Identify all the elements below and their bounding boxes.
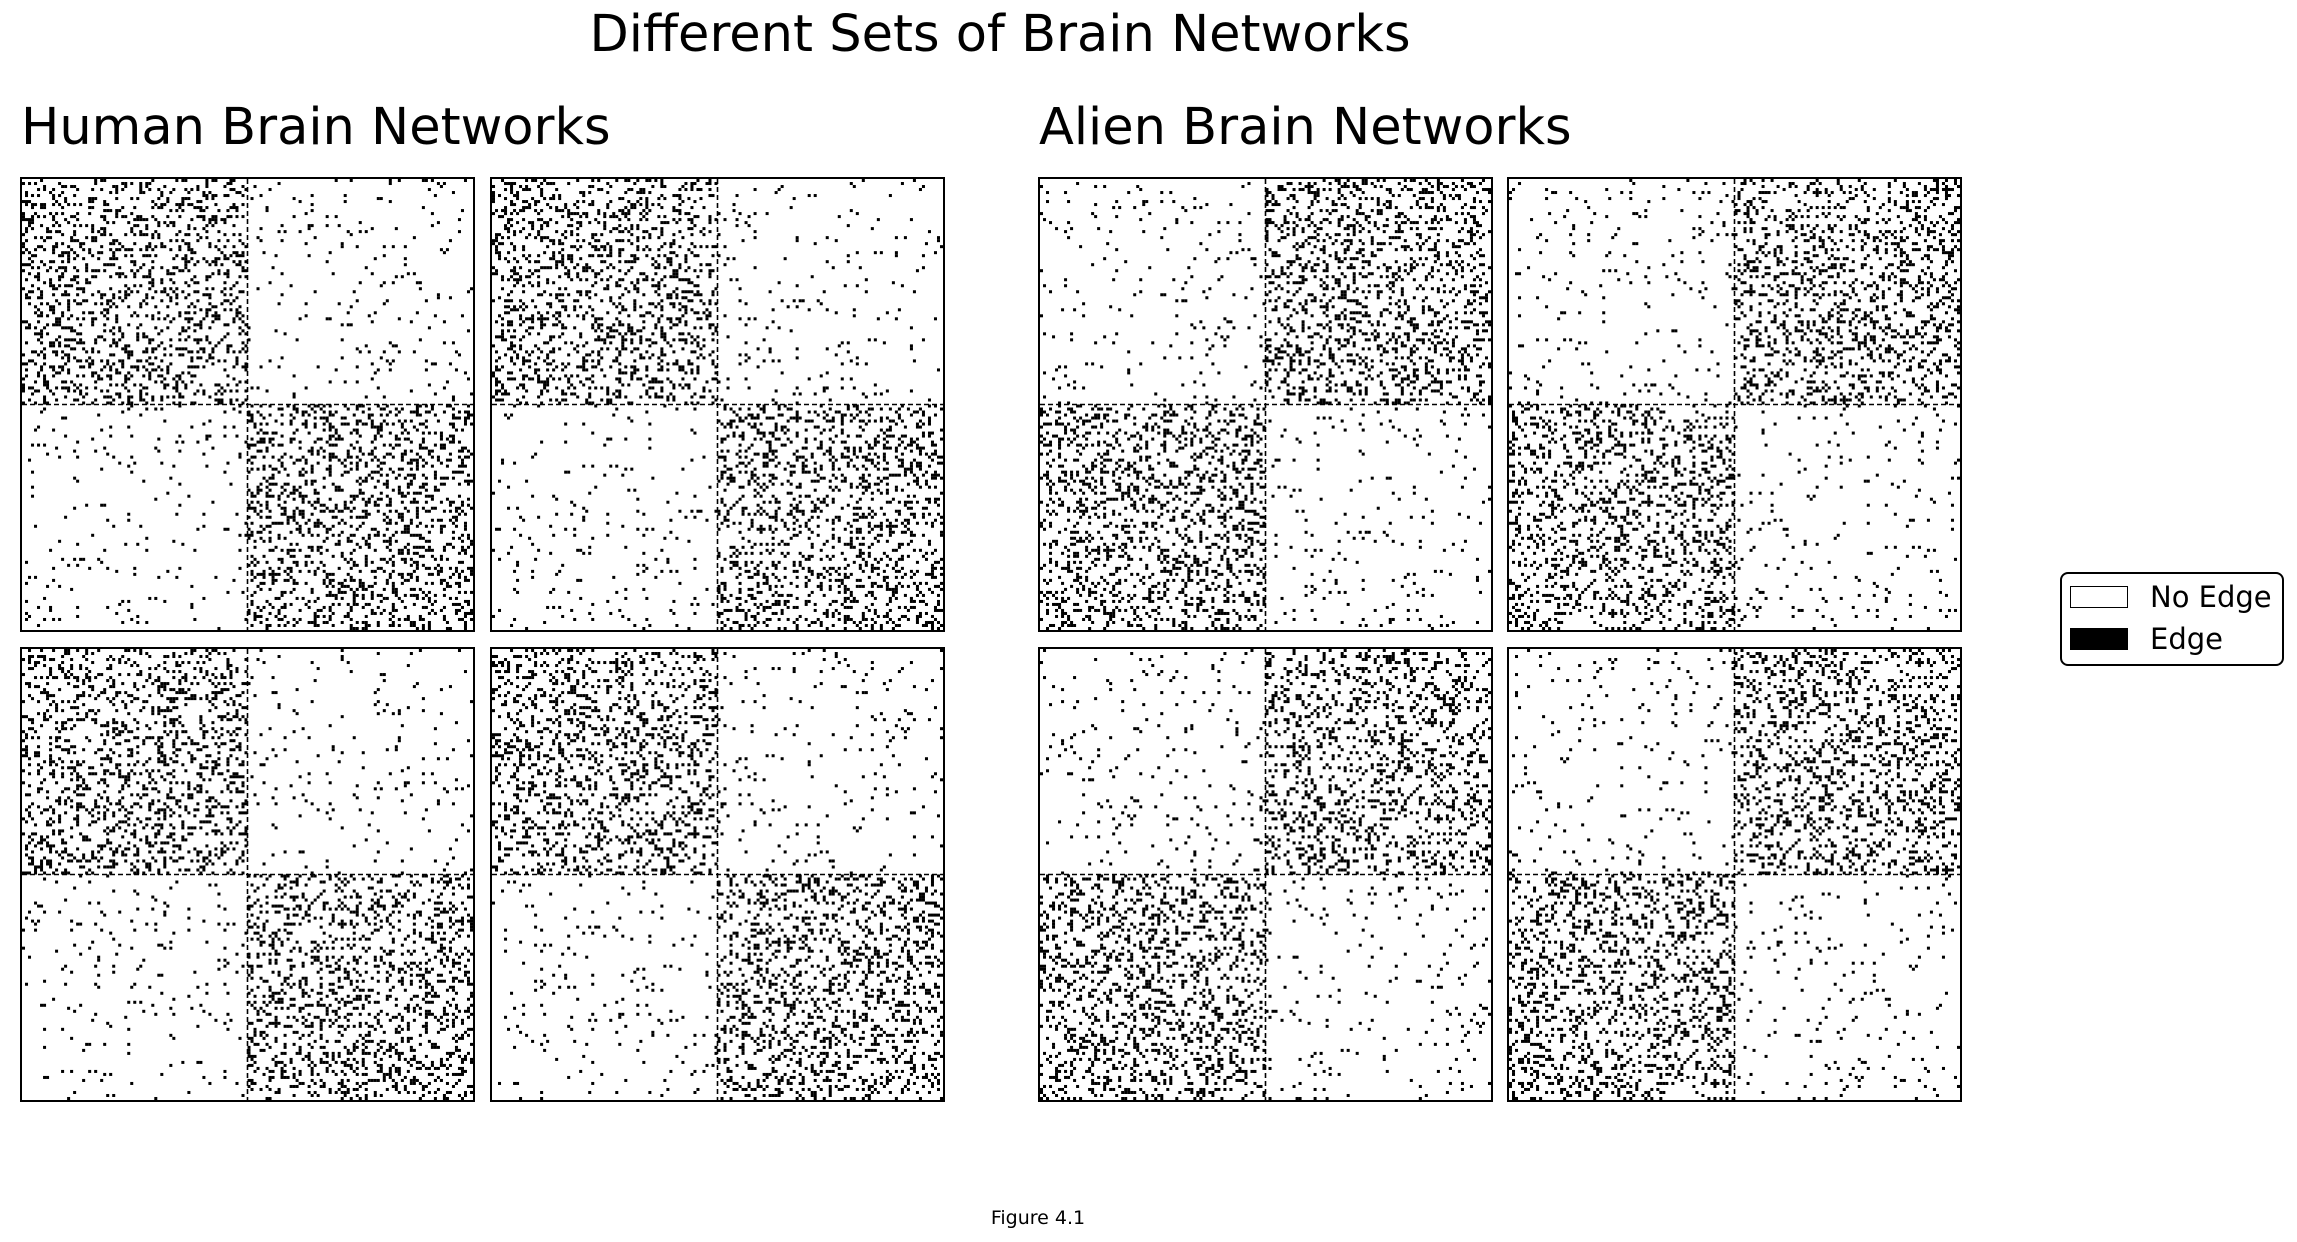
edge-cells	[1509, 649, 1960, 1100]
legend: No Edge Edge	[2060, 572, 2284, 666]
human-network-3-heatmap	[20, 647, 475, 1102]
figure-title: Different Sets of Brain Networks	[0, 4, 2000, 66]
alien-group-title: Alien Brain Networks	[1039, 97, 1572, 159]
edge-cells	[1040, 649, 1491, 1100]
legend-label: Edge	[2150, 622, 2223, 656]
edge-cells	[492, 649, 943, 1100]
human-group-title: Human Brain Networks	[21, 97, 611, 159]
edge-swatch	[2070, 628, 2128, 650]
edge-cells	[22, 179, 473, 630]
alien-network-1-heatmap	[1038, 177, 1493, 632]
legend-label: No Edge	[2150, 580, 2272, 614]
alien-network-2-heatmap	[1507, 177, 1962, 632]
no-edge-swatch	[2070, 586, 2128, 608]
legend-item-no-edge: No Edge	[2070, 580, 2272, 614]
edge-cells	[1509, 179, 1960, 630]
human-network-1-heatmap	[20, 177, 475, 632]
edge-cells	[22, 649, 473, 1100]
alien-network-4-heatmap	[1507, 647, 1962, 1102]
human-network-4-heatmap	[490, 647, 945, 1102]
alien-network-3-heatmap	[1038, 647, 1493, 1102]
edge-cells	[492, 179, 943, 630]
human-network-2-heatmap	[490, 177, 945, 632]
legend-item-edge: Edge	[2070, 622, 2223, 656]
figure-caption: Figure 4.1	[0, 1206, 2076, 1230]
edge-cells	[1040, 179, 1491, 630]
